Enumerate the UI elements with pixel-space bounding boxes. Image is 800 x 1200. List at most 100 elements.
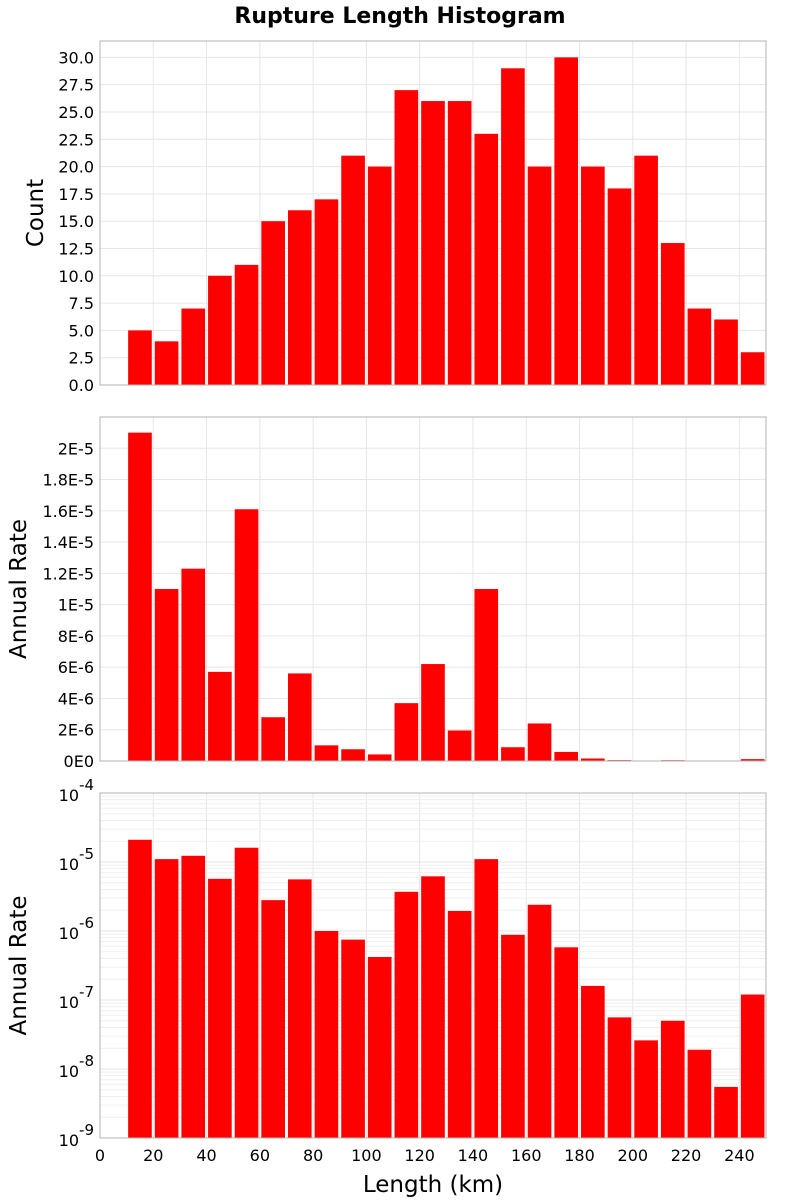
y-tick-label: 30.0	[58, 48, 94, 67]
bar	[208, 671, 232, 761]
bar	[660, 1020, 685, 1138]
bar	[447, 910, 472, 1138]
bar	[581, 985, 605, 1138]
x-tick-label: 20	[143, 1146, 163, 1165]
bar	[261, 717, 285, 761]
y-tick-label: 0E0	[64, 752, 94, 771]
bars-group	[128, 57, 765, 385]
y-tick-label: 10-6	[59, 914, 94, 943]
y-tick-label: 20.0	[58, 158, 94, 177]
y-tick-label: 2.5	[69, 349, 94, 368]
bar	[554, 947, 579, 1138]
bar	[314, 931, 339, 1138]
bar	[287, 673, 312, 761]
plot-frame	[99, 416, 767, 762]
bar	[128, 330, 152, 385]
bar	[341, 939, 365, 1138]
bar	[208, 878, 232, 1138]
x-tick-label: 220	[671, 1146, 702, 1165]
bar	[687, 1049, 712, 1138]
bar	[447, 101, 472, 385]
bar	[660, 243, 685, 385]
bar	[287, 210, 312, 385]
x-tick-label: 160	[511, 1146, 542, 1165]
chart-title: Rupture Length Histogram	[234, 4, 565, 29]
y-axis-label: Count	[23, 179, 49, 247]
bar	[314, 745, 339, 761]
bar	[527, 904, 552, 1138]
y-tick-label: 1.6E-5	[42, 502, 94, 521]
x-tick-label: 200	[618, 1146, 649, 1165]
bar	[421, 101, 445, 385]
x-tick-label: 240	[724, 1146, 755, 1165]
bar	[154, 589, 179, 761]
bar	[367, 754, 392, 761]
y-tick-label: 0.0	[69, 376, 94, 395]
y-tick-label: 10-8	[59, 1052, 94, 1081]
bar	[581, 166, 605, 385]
y-tick-label: 1E-5	[58, 596, 94, 615]
x-tick-label: 80	[303, 1146, 323, 1165]
y-tick-label: 10.0	[58, 267, 94, 286]
x-tick-label: 100	[351, 1146, 382, 1165]
bar	[634, 155, 658, 385]
bar	[421, 876, 445, 1138]
bar	[714, 1086, 738, 1138]
bar	[154, 341, 179, 385]
x-tick-label: 0	[95, 1146, 105, 1165]
bar	[181, 568, 206, 761]
bar	[740, 759, 765, 761]
y-tick-label: 10-9	[59, 1121, 94, 1150]
plot-frame	[99, 792, 767, 1139]
bar	[341, 155, 365, 385]
y-tick-label: 1.2E-5	[42, 564, 94, 583]
bar	[474, 859, 499, 1138]
bar	[208, 275, 232, 385]
y-tick-label: 4E-6	[58, 689, 94, 708]
x-tick-label: 140	[458, 1146, 489, 1165]
bars-group	[128, 432, 765, 761]
bar	[740, 994, 765, 1138]
bar	[261, 221, 285, 385]
bars-group	[128, 839, 765, 1138]
bar	[740, 352, 765, 385]
panel-3: 10-9 10-8 10-7 10-6 10-5 10-4 Annual Rate 0 20 40…	[6, 776, 767, 1198]
bar	[341, 749, 365, 761]
bar	[501, 747, 525, 761]
bar	[234, 509, 259, 761]
x-tick-label: 40	[196, 1146, 216, 1165]
y-tick-label: 8E-6	[58, 627, 94, 646]
bar	[607, 188, 632, 385]
bar	[287, 879, 312, 1138]
bar	[527, 723, 552, 761]
bar	[501, 68, 525, 385]
bar	[181, 855, 206, 1138]
bar	[634, 1040, 658, 1138]
bar	[181, 308, 206, 385]
bar	[394, 703, 419, 761]
y-tick-label: 25.0	[58, 103, 94, 122]
y-tick-label: 2E-6	[58, 721, 94, 740]
bar	[394, 891, 419, 1138]
bar	[501, 934, 525, 1138]
bar	[607, 1017, 632, 1138]
y-axis-label: Annual Rate	[6, 519, 32, 659]
y-tick-label: 2E-5	[58, 439, 94, 458]
bar	[421, 664, 445, 761]
y-tick-label: 1.8E-5	[42, 471, 94, 490]
bar	[128, 432, 152, 761]
y-tick-label: 17.5	[58, 185, 94, 204]
y-tick-label: 22.5	[58, 130, 94, 149]
bar	[394, 90, 419, 385]
y-tick-label: 15.0	[58, 212, 94, 231]
bar	[474, 589, 499, 761]
bar	[554, 751, 579, 761]
plot-frame	[99, 40, 767, 386]
y-tick-label: 12.5	[58, 239, 94, 258]
bar	[554, 57, 579, 385]
bar	[314, 199, 339, 385]
bar	[687, 308, 712, 385]
y-tick-label: 6E-6	[58, 658, 94, 677]
